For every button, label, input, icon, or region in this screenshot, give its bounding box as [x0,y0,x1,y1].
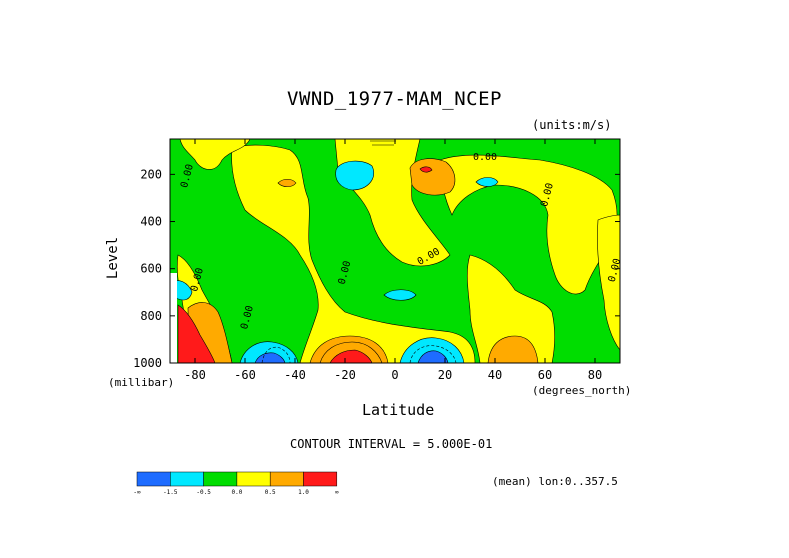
region-orange-bottom-center [309,335,389,363]
region-red-left [177,304,216,363]
region-yellow-right [439,154,618,295]
colorbar-swatch [170,471,204,487]
y-tick-label: 200 [140,167,162,181]
x-tick-label: 20 [438,368,452,382]
contour-dashed [261,346,291,363]
x-tick-label: -40 [284,368,306,382]
x-tick-label: 60 [538,368,552,382]
region-red-top [419,166,433,173]
region-yellow-lowerright [466,254,555,363]
y-axis-ticks: 200 400 600 800 1000 [133,167,620,370]
colorbar-swatch [136,471,171,487]
contour-solid [370,140,396,146]
region-orange-small [277,178,297,188]
region-cyan-bottom-left [239,341,299,363]
y-tick-label: 800 [140,309,162,323]
colorbar-tick-label: 0.5 [265,489,276,496]
colorbar-swatch [236,471,271,487]
region-cyan-small-right [475,177,499,187]
y-tick-label: 600 [140,262,162,276]
x-tick-label: 80 [588,368,602,382]
y-tick-label: 1000 [133,356,162,370]
x-axis-label: Latitude [362,401,435,419]
colorbar-tick-label: -0.5 [196,489,211,496]
mean-longitude-label: (mean) lon:0..357.5 [492,475,618,488]
region-blue-bottom-center [417,350,449,363]
region-cyan-bottom-center [399,337,465,363]
colorbar-tick-label: ∞ [335,489,339,496]
x-axis-unit: (degrees_north) [532,384,632,397]
region-orange-top [409,158,456,196]
region-yellow-left [231,144,476,363]
colorbar-tick-label: 1.0 [298,489,309,496]
region-yellow-farright [597,214,620,351]
units-label: (units:m/s) [532,118,612,132]
region-cyan-middle [383,289,417,301]
colorbar-tick-label: -∞ [133,489,141,496]
contour-interval-label: CONTOUR INTERVAL = 5.000E-01 [290,437,493,451]
colorbar-swatch [269,471,304,487]
y-axis-unit: (millibar) [108,376,175,389]
colorbar-swatch [203,471,238,487]
x-tick-label: -80 [184,368,206,382]
y-tick-label: 400 [140,215,162,229]
region-cyan-top [335,160,374,191]
x-tick-label: -60 [234,368,256,382]
colorbar-swatch [303,471,338,487]
contour-fill [170,139,620,363]
x-tick-label: 40 [488,368,502,382]
contour-solid [319,341,383,363]
region-orange-bottom-right [487,335,539,363]
chart-title: VWND_1977-MAM_NCEP [287,88,502,110]
colorbar: -∞ -1.5 -0.5 0.0 0.5 1.0 ∞ [133,471,339,496]
colorbar-tick-label: 0.0 [231,489,242,496]
x-axis-ticks: -80 -60 -40 -20 0 20 40 60 80 [184,139,602,382]
region-missing-data [170,273,177,363]
region-red-bottom-center [329,349,373,363]
contour-dashed [409,345,457,363]
colorbar-tick-label: -1.5 [163,489,178,496]
x-tick-label: 0 [391,368,398,382]
x-tick-label: -20 [334,368,356,382]
region-yellow-topleft [179,139,251,170]
contour-label: 0.00 [473,152,497,163]
